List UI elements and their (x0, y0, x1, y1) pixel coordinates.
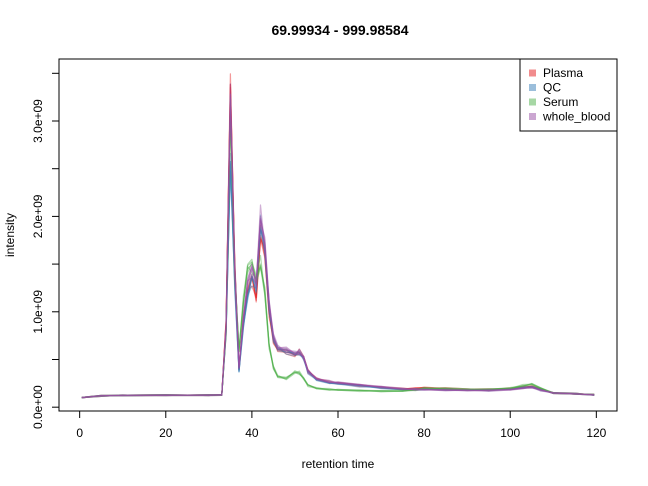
legend-swatch (529, 113, 536, 120)
series-line (81, 83, 595, 398)
series-line (81, 96, 595, 399)
x-tick-label: 20 (159, 426, 173, 440)
x-tick-label: 0 (76, 426, 83, 440)
x-tick-label: 60 (331, 426, 345, 440)
legend-label: QC (543, 81, 561, 95)
series-line (81, 86, 595, 399)
legend-swatch (529, 98, 536, 106)
x-axis: 0 20 40 60 80 100 120 (76, 410, 607, 440)
series-line (81, 163, 595, 399)
plot-area (81, 73, 595, 399)
series-line (81, 93, 595, 398)
series-line (81, 97, 595, 399)
y-tick-label: 3.0e+09 (31, 99, 45, 143)
series-Serum (81, 97, 595, 399)
series-line (81, 170, 595, 399)
series-QC (81, 152, 595, 399)
series-line (81, 105, 595, 399)
series-line (81, 161, 595, 398)
series-line (81, 83, 595, 398)
series-line (81, 73, 595, 399)
legend-label: Plasma (543, 66, 583, 80)
legend-label: Serum (543, 95, 578, 109)
y-axis-title: intensity (3, 213, 17, 257)
series-line (81, 160, 595, 398)
x-tick-label: 40 (245, 426, 259, 440)
series-line (81, 93, 595, 398)
series-line (81, 107, 595, 398)
series-line (81, 107, 595, 398)
series-line (81, 152, 595, 399)
series-line (81, 96, 595, 399)
series-Plasma (81, 73, 595, 399)
chart-title: 69.99934 - 999.98584 (271, 22, 408, 38)
y-axis: 0.0e+00 1.0e+09 2.0e+09 3.0e+09 (31, 72, 60, 429)
series-whole-blood (81, 83, 595, 399)
y-tick-label: 0.0e+00 (31, 385, 45, 429)
series-line (81, 119, 595, 399)
legend-swatch (529, 69, 536, 77)
x-tick-label: 80 (417, 426, 431, 440)
series-line (81, 110, 595, 399)
x-tick-label: 100 (500, 426, 520, 440)
x-tick-label: 120 (586, 426, 606, 440)
legend-swatch (529, 84, 536, 91)
legend-label: whole_blood (542, 110, 610, 124)
y-tick-label: 1.0e+09 (31, 290, 45, 334)
x-axis-title: retention time (302, 457, 375, 471)
series-line (81, 83, 595, 399)
y-tick-label: 2.0e+09 (31, 194, 45, 238)
legend-box (519, 58, 618, 132)
